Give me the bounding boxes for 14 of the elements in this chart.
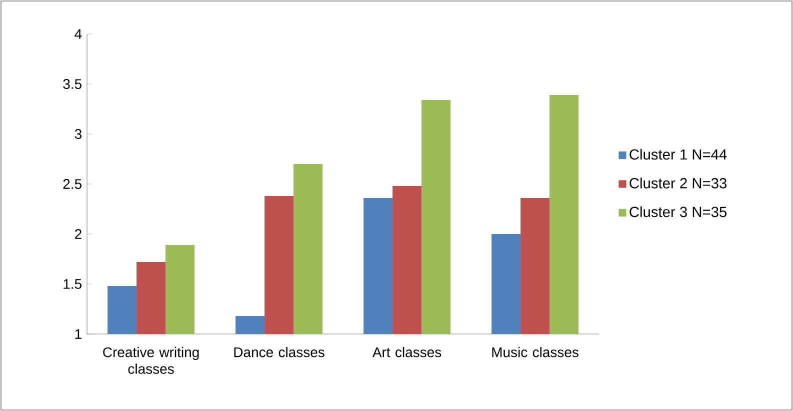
y-tick-label: 3.5 [63, 79, 82, 89]
y-tick-label: 1.5 [64, 279, 82, 289]
x-tick-label: Art classes [372, 346, 442, 358]
y-tick-label: 2 [75, 229, 82, 239]
y-tick-label: 4 [74, 29, 82, 39]
legend-label: Cluster 3 N=35 [630, 206, 726, 218]
y-tick-label: 1 [75, 329, 82, 339]
x-tick-label: Creative writing classes [103, 346, 199, 374]
y-tick-label: 3 [74, 129, 82, 139]
y-tick-label: 2.5 [63, 179, 82, 189]
x-tick-label: Music classes [492, 346, 578, 358]
legend-label: Cluster 1 N=44 [630, 148, 727, 160]
legend-label: Cluster 2 N=33 [630, 178, 726, 188]
x-tick-label: Dance classes [234, 346, 324, 358]
